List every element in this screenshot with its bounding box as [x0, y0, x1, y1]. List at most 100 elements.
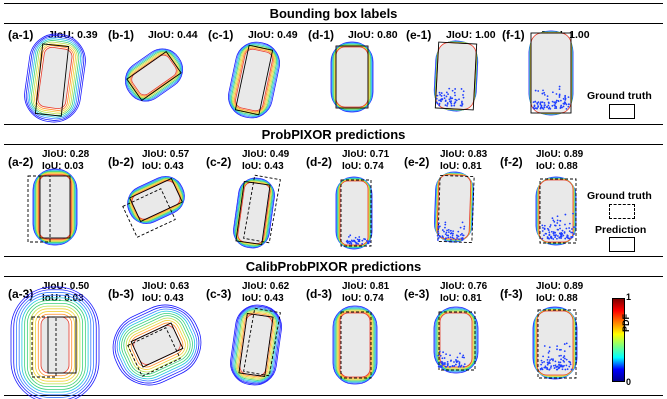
lidar-point [570, 368, 573, 371]
contour-line [129, 178, 183, 222]
contour-group [10, 286, 100, 399]
lidar-point [568, 345, 571, 348]
lidar-point [453, 365, 456, 367]
jiou-value: JIoU: 0.50 [42, 281, 90, 292]
ground-truth-box [537, 309, 577, 379]
lidar-point [438, 222, 440, 225]
contour-group [230, 304, 282, 386]
lidar-point [357, 242, 360, 245]
lidar-point [555, 93, 558, 95]
contour-line [128, 51, 180, 99]
lidar-point [455, 99, 458, 102]
contour-line [130, 179, 182, 221]
lidar-point [556, 235, 559, 237]
lidar-point [546, 358, 549, 361]
contour-line [229, 43, 279, 117]
lidar-point [436, 234, 439, 237]
lidar-point [447, 231, 450, 234]
contour-line [38, 174, 72, 240]
lidar-point [552, 238, 555, 240]
lidar-point [447, 236, 450, 239]
lidar-point [550, 365, 553, 368]
iou-value: IoU: 0.03 [42, 161, 84, 172]
contour-line [127, 50, 181, 100]
lidar-point [346, 241, 349, 244]
lidar-point [554, 101, 557, 104]
lidar-point [561, 232, 563, 235]
lidar-point [564, 223, 566, 226]
lidar-point [534, 107, 537, 110]
contour-line [125, 317, 189, 373]
lidar-point [562, 97, 565, 100]
contour-line [234, 179, 274, 247]
lidar-point [539, 368, 542, 371]
contour-line [336, 309, 374, 381]
iou-value: IoU: 0.74 [342, 161, 384, 172]
contour-line [130, 322, 184, 368]
ground-truth-box [530, 32, 572, 114]
lidar-point [437, 225, 440, 228]
lidar-point [564, 99, 567, 101]
lidar-point [553, 220, 556, 223]
lidar-point [458, 362, 461, 365]
lidar-point [537, 105, 540, 108]
legend-prediction-swatch [609, 237, 635, 252]
lidar-point [556, 365, 559, 368]
jiou-value: JIoU: 1.00 [446, 29, 496, 41]
lidar-point [547, 362, 550, 365]
prediction-box [39, 175, 71, 239]
lidar-point [570, 231, 573, 234]
lidar-point [348, 240, 351, 243]
contour-line [127, 176, 185, 224]
contour-line [40, 316, 70, 374]
lidar-point [568, 222, 571, 225]
contour-group [330, 41, 374, 113]
lidar-point [456, 360, 459, 363]
contour-line [18, 294, 92, 396]
lidar-point [453, 102, 456, 105]
lidar-point [463, 225, 466, 228]
lidar-point [461, 221, 464, 224]
legend-ground-truth-dashed-swatch [609, 204, 635, 219]
lidar-point [358, 239, 360, 242]
panel-label: (c-3) [206, 287, 232, 301]
lidar-point [457, 365, 460, 368]
lidar-point [552, 232, 555, 235]
contour-line [332, 43, 372, 111]
lidar-point [534, 89, 537, 92]
lidar-point [565, 364, 568, 367]
lidar-point [559, 227, 561, 230]
lidar-point [556, 222, 559, 224]
lidar-point [450, 232, 453, 234]
lidar-point [544, 104, 546, 107]
lidar-point [459, 104, 462, 107]
lidar-point [450, 229, 452, 232]
lidar-point [462, 354, 465, 357]
contour-line [529, 31, 573, 115]
contour-line [36, 172, 74, 242]
lidar-point [547, 104, 550, 107]
lidar-point [565, 236, 568, 238]
lidar-point [436, 94, 439, 97]
contour-line [536, 177, 576, 245]
lidar-point [447, 229, 450, 231]
ground-truth-box [340, 179, 372, 247]
lidar-point [345, 240, 348, 243]
contour-line [435, 308, 477, 372]
lidar-point [438, 104, 441, 107]
contour-line [233, 178, 275, 248]
colorbar-min-label: 0 [626, 377, 632, 387]
lidar-point [564, 213, 567, 216]
lidar-point [567, 96, 570, 99]
lidar-point [552, 219, 555, 222]
lidar-point [533, 105, 536, 108]
jiou-value: JIoU: 0.62 [242, 281, 290, 292]
lidar-point [568, 230, 571, 233]
rule [4, 256, 663, 257]
lidar-point [563, 361, 566, 363]
contour-line [335, 46, 369, 108]
lidar-point [546, 98, 549, 101]
rule [4, 144, 663, 145]
lidar-point [543, 106, 546, 108]
contour-line [37, 313, 73, 377]
